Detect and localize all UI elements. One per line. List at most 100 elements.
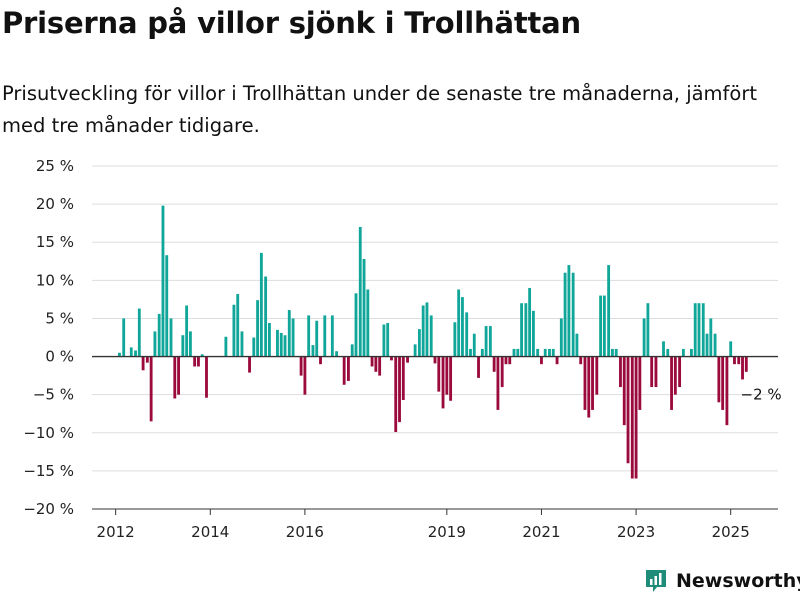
bar [571, 272, 575, 357]
bar [417, 329, 421, 357]
bar [705, 333, 709, 357]
bar [457, 289, 461, 357]
x-tick-label: 2023 [617, 523, 655, 541]
y-tick-label: 25 % [36, 157, 74, 175]
bar [465, 312, 469, 357]
bar [248, 356, 251, 373]
bar [315, 320, 319, 357]
bar [567, 265, 571, 357]
bar [508, 356, 512, 365]
bar [185, 305, 189, 357]
x-tick-label: 2019 [428, 523, 466, 541]
bar [433, 356, 437, 364]
bar [358, 226, 362, 357]
bar [496, 356, 500, 410]
bar [335, 351, 339, 357]
bar [477, 356, 480, 378]
x-tick-label: 2025 [712, 523, 750, 541]
bar [267, 323, 271, 357]
y-tick-label: −15 % [23, 462, 74, 480]
bar [173, 356, 177, 399]
bar [528, 287, 532, 357]
bar [370, 356, 374, 367]
bar [307, 315, 311, 357]
bar [638, 356, 642, 410]
bar [583, 356, 587, 410]
chart-title: Priserna på villor sjönk i Trollhättan [2, 6, 581, 40]
bar [165, 255, 169, 357]
bar [330, 315, 334, 357]
bar [484, 326, 488, 357]
bar [259, 252, 263, 357]
bar [622, 356, 626, 426]
bar [374, 356, 378, 372]
bar [733, 356, 736, 365]
y-tick-label: 10 % [36, 271, 74, 289]
bar [619, 356, 622, 388]
bar [256, 300, 260, 357]
bar [161, 205, 165, 357]
bar [480, 348, 484, 357]
bar [323, 315, 327, 357]
x-tick-label: 2021 [522, 523, 560, 541]
bar [678, 356, 682, 388]
y-tick-label: 15 % [36, 233, 74, 251]
chart-subtitle: Prisutveckling för villor i Trollhättan … [2, 82, 758, 137]
bar [599, 295, 603, 357]
bar [291, 318, 295, 357]
bar [543, 348, 547, 357]
bar [607, 265, 611, 357]
bar [453, 322, 457, 357]
bar [512, 348, 516, 357]
bar [118, 352, 121, 357]
bar [445, 356, 449, 395]
bar [488, 326, 492, 357]
bar [591, 356, 594, 410]
bar [177, 356, 180, 395]
bar [299, 356, 303, 376]
x-tick-label: 2016 [286, 523, 324, 541]
bar [690, 348, 693, 357]
bar [721, 356, 725, 410]
bar [193, 356, 197, 367]
bar [536, 348, 540, 357]
bar [401, 356, 405, 401]
bar [666, 348, 670, 357]
bar [279, 332, 283, 357]
bar [614, 348, 618, 357]
bar [670, 356, 673, 410]
bar [366, 289, 370, 357]
bar [421, 305, 425, 357]
bar [157, 313, 161, 357]
y-tick-label: −10 % [23, 424, 74, 442]
bar [602, 295, 606, 357]
bar [548, 348, 551, 357]
bar [681, 348, 685, 357]
bar [461, 297, 464, 357]
bar [634, 356, 638, 479]
y-tick-label: 0 % [45, 348, 74, 366]
bar [630, 356, 634, 479]
bar [626, 356, 630, 464]
bar [197, 356, 200, 367]
bar [741, 356, 744, 380]
bar [240, 331, 244, 357]
bar [134, 350, 137, 357]
y-tick-label: −5 % [33, 386, 74, 404]
bar [559, 318, 563, 357]
annotations: −2 % [741, 386, 782, 404]
bar [153, 331, 157, 357]
bar [283, 335, 287, 357]
bar [224, 336, 228, 357]
bar [382, 324, 386, 357]
bar [394, 356, 398, 433]
bar [524, 303, 528, 357]
bar [390, 356, 393, 361]
bar [145, 356, 149, 363]
bar [646, 303, 650, 357]
bar [650, 356, 654, 388]
bar [500, 356, 504, 388]
bar [413, 344, 417, 357]
bar [673, 356, 677, 395]
bar [713, 333, 717, 357]
